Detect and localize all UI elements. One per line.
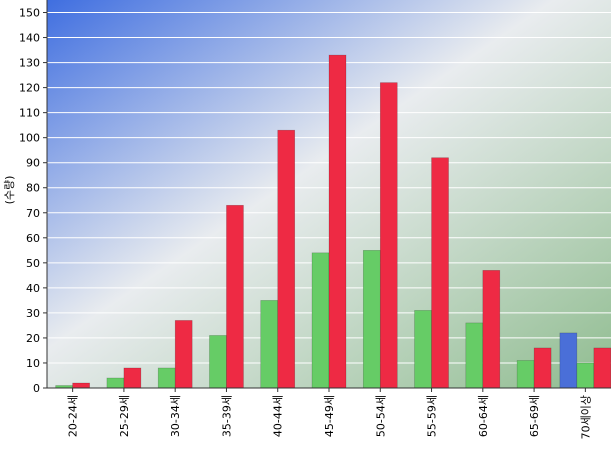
x-tick-label: 65-69세: [528, 395, 541, 437]
bar: [209, 335, 227, 389]
bar: [559, 332, 578, 389]
bar: [106, 377, 125, 389]
bar: [311, 252, 330, 389]
y-tick-label: 90: [26, 157, 40, 170]
bar: [277, 129, 296, 389]
bar: [431, 157, 449, 389]
bar: [157, 367, 176, 389]
y-tick-label: 80: [26, 182, 40, 195]
x-tick-label: 35-39세: [220, 395, 233, 437]
y-tick-label: 150: [19, 7, 40, 20]
bar: [414, 310, 432, 389]
y-tick-label: 10: [26, 357, 40, 370]
y-tick-label: 40: [26, 282, 40, 295]
x-tick-label: 50-54세: [374, 395, 387, 437]
y-tick-label: 20: [26, 332, 40, 345]
y-tick-label: 70: [26, 207, 40, 220]
y-axis-title: (수량): [3, 176, 16, 205]
bar: [226, 204, 244, 389]
y-tick-label: 100: [19, 132, 40, 145]
bar: [72, 382, 90, 389]
bar: [593, 347, 611, 389]
y-tick-label: 110: [19, 107, 40, 120]
x-tick-label: 70세이상: [579, 395, 592, 439]
bar: [328, 54, 347, 389]
bar: [482, 270, 501, 389]
bar: [123, 367, 142, 389]
x-tick-label: 60-64세: [477, 395, 490, 437]
y-tick-label: 30: [26, 307, 40, 320]
x-tick-label: 45-49세: [323, 395, 336, 437]
y-tick-label: 0: [33, 382, 40, 395]
x-tick-label: 20-24세: [67, 395, 80, 437]
x-tick-label: 25-29세: [118, 395, 131, 437]
bar: [174, 320, 193, 389]
bars: [55, 54, 611, 389]
y-tick-label: 50: [26, 257, 40, 270]
bar: [362, 250, 381, 389]
y-tick-label: 120: [19, 82, 40, 95]
axes: 0 10 20 30 40 50 60 70 80 90 100 110 120 130 140 150 20-…: [19, 0, 611, 439]
x-tick-label: 30-34세: [169, 395, 182, 437]
y-tick-label: 130: [19, 57, 40, 70]
bar: [260, 300, 279, 389]
bar: [379, 82, 398, 389]
bar: [465, 322, 484, 389]
x-tick-label: 55-59세: [426, 395, 439, 437]
y-tick-label: 140: [19, 32, 40, 45]
bar: [576, 362, 595, 389]
bar: [533, 347, 552, 389]
y-tick-label: 60: [26, 232, 40, 245]
x-tick-label: 40-44세: [272, 395, 285, 437]
bar: [516, 360, 535, 389]
